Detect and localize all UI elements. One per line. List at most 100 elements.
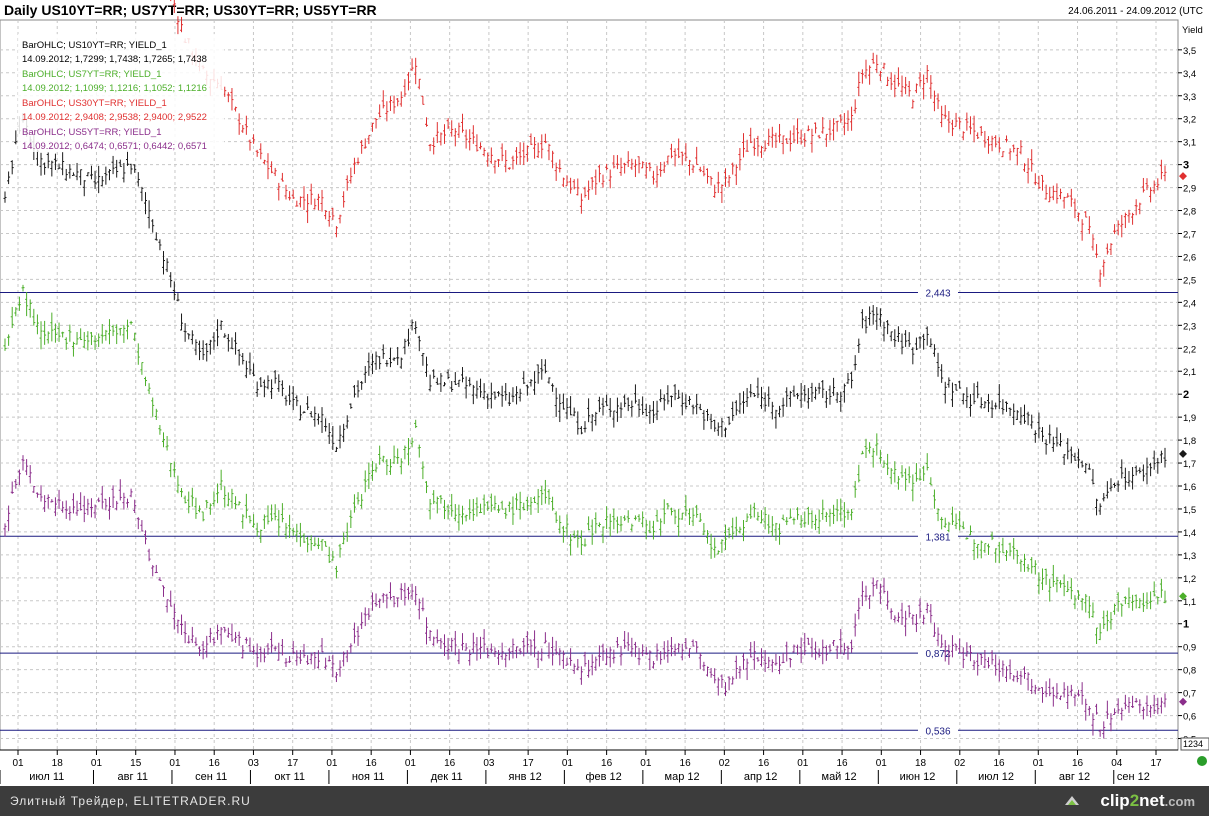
last-value-marker: [1179, 697, 1187, 706]
y-tick-label: 2: [1183, 389, 1189, 401]
last-value-markers: [1179, 172, 1187, 706]
x-tick-label: 02: [954, 758, 966, 769]
legend-series-name: BarOHLC; US5YT=RR; YIELD_1: [22, 127, 161, 138]
status-dot-icon: [1197, 756, 1207, 766]
x-tick-label: 03: [248, 758, 260, 769]
x-tick-label: 01: [640, 758, 652, 769]
level-label: 0,536: [925, 726, 950, 737]
month-label: мар 12: [665, 771, 700, 783]
level-label: 1,381: [925, 532, 950, 543]
x-tick-label: 01: [12, 758, 24, 769]
x-tick-label: 01: [562, 758, 574, 769]
month-label: ноя 11: [352, 771, 385, 783]
y-tick-label: 1,1: [1183, 597, 1196, 608]
y-tick-label: 2,7: [1183, 229, 1196, 240]
time-axis: 01 18 01 15 01 16 03 17 01 16 01 16 03 17 01 16 01 16 02 16…: [0, 749, 1178, 784]
month-label: фев 12: [585, 771, 621, 783]
y-tick-label: 2,9: [1183, 184, 1196, 195]
month-label: дек 11: [431, 771, 463, 783]
clip2net-logo-icon: [1065, 796, 1079, 805]
x-tick-label: 03: [483, 758, 495, 769]
legend-series-values: 14.09.2012; 1,7299; 1,7438; 1,7265; 1,74…: [22, 54, 207, 65]
y-tick-label: 3,5: [1183, 46, 1196, 57]
level-label-bg: [918, 724, 958, 737]
x-tick-label: 18: [52, 758, 64, 769]
y-tick-label: 3: [1183, 160, 1189, 172]
month-label: янв 12: [509, 771, 542, 783]
last-value-marker: [1179, 449, 1187, 458]
level-label: 2,443: [925, 288, 950, 299]
x-tick-label: 02: [719, 758, 731, 769]
y-tick-label: 1,6: [1183, 482, 1196, 493]
y-tick-label: 2,2: [1183, 344, 1196, 355]
logo-part: 2: [1129, 791, 1140, 810]
x-tick-label: 16: [758, 758, 770, 769]
y-tick-label: 1,4: [1183, 528, 1196, 539]
y-tick-label: 3,3: [1183, 92, 1196, 103]
x-tick-label: 16: [209, 758, 221, 769]
x-tick-label: 17: [287, 758, 299, 769]
x-tick-label: 01: [797, 758, 809, 769]
series-US10: [3, 113, 1167, 516]
x-tick-label: 16: [680, 758, 692, 769]
level-label-bg: [918, 530, 958, 543]
y-tick-label: 3,1: [1183, 138, 1196, 149]
legend-bg: [18, 34, 224, 152]
footer-caption: Элитный Трейдер, ELITETRADER.RU: [10, 794, 251, 808]
y-axis-box-label: 1234: [1183, 739, 1203, 749]
y-tick-label: 1,2: [1183, 574, 1196, 585]
ohlc-bars: [3, 0, 1167, 739]
price-axis: 0,50,60,70,80,911,11,21,31,41,51,61,71,8…: [1178, 25, 1209, 751]
last-value-marker: [1179, 592, 1187, 601]
legend: BarOHLC; US10YT=RR; YIELD_1 14.09.2012; 1…: [18, 34, 224, 152]
y-tick-label: 1,7: [1183, 459, 1196, 470]
x-tick-label: 15: [130, 758, 142, 769]
x-tick-label: 18: [915, 758, 927, 769]
level-label-bg: [918, 647, 958, 660]
logo-part: net: [1139, 791, 1165, 810]
y-tick-label: 2,8: [1183, 207, 1196, 218]
x-tick-label: 01: [405, 758, 417, 769]
series-US30: [170, 0, 1167, 287]
date-range: 24.06.2011 - 24.09.2012 (UTC: [1068, 6, 1203, 17]
x-tick-label: 16: [601, 758, 613, 769]
y-axis-box: [1180, 737, 1209, 751]
month-label: июл 11: [29, 771, 64, 783]
x-tick-label: 01: [326, 758, 338, 769]
month-label: апр 12: [744, 771, 777, 783]
x-tick-label: 17: [523, 758, 535, 769]
month-label: июл 12: [978, 771, 1014, 783]
month-label: авг 11: [117, 771, 147, 783]
y-tick-label: 1,8: [1183, 436, 1196, 447]
y-tick-label: 3,4: [1183, 69, 1196, 80]
y-tick-label: 2,3: [1183, 321, 1196, 332]
legend-series-name: BarOHLC; US7YT=RR; YIELD_1: [22, 69, 161, 80]
legend-series-values: 14.09.2012; 1,1099; 1,1216; 1,1052; 1,12…: [22, 83, 207, 94]
month-label: сен 12: [1117, 771, 1150, 783]
legend-series-values: 14.09.2012; 0,6474; 0,6571; 0,6442; 0,65…: [22, 141, 207, 152]
month-label: сен 11: [195, 771, 227, 783]
y-tick-label: 2,4: [1183, 298, 1196, 309]
y-tick-label: 0,8: [1183, 666, 1196, 677]
x-tick-label: 16: [837, 758, 849, 769]
month-label: май 12: [822, 771, 857, 783]
y-tick-label: 2,6: [1183, 252, 1196, 263]
y-tick-label: 1,3: [1183, 551, 1196, 562]
y-tick-label: 1,5: [1183, 505, 1196, 516]
month-label: окт 11: [274, 771, 305, 783]
month-label: июн 12: [900, 771, 936, 783]
x-tick-label: 01: [876, 758, 888, 769]
x-tick-label: 04: [1111, 758, 1123, 769]
y-tick-label: 0,9: [1183, 643, 1196, 654]
series-US5: [3, 455, 1167, 739]
footer-bar: Элитный Трейдер, ELITETRADER.RU clip2net…: [0, 786, 1209, 816]
level-label: 0,872: [925, 649, 950, 660]
x-tick-label: 01: [169, 758, 181, 769]
y-tick-label: 3,2: [1183, 115, 1196, 126]
x-tick-label: 01: [1033, 758, 1045, 769]
y-tick-label: 1,9: [1183, 413, 1196, 424]
legend-series-name: BarOHLC; US30YT=RR; YIELD_1: [22, 98, 167, 109]
y-tick-label: 0,6: [1183, 712, 1196, 723]
legend-series-name: BarOHLC; US10YT=RR; YIELD_1: [22, 40, 167, 51]
